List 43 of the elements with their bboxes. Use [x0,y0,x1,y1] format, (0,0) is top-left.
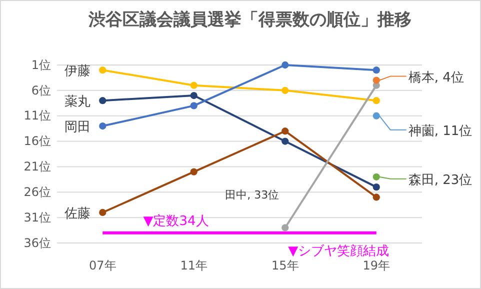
y-tick-label: 26位 [24,184,51,199]
point [99,97,106,104]
y-tick-label: 11位 [24,108,51,123]
point [99,66,106,74]
point [99,208,106,216]
point [190,82,198,89]
y-tick-label: 31位 [24,210,51,224]
y-tick-label: 16位 [24,134,51,148]
y-tick-label: 1位 [31,58,51,72]
series-label: 伊藤 [64,64,91,80]
series-label: 岡田 [64,120,91,136]
x-tick-label: 19年 [362,258,390,273]
series-label: 佐藤 [64,206,91,222]
y-tick-label: 6位 [31,83,51,98]
ref-line-label: ▼定数34人 [143,214,209,229]
series-label: 薬丸 [64,94,91,110]
series-label: 田中, 33位 [225,188,280,202]
y-tick-label: 36位 [24,236,51,250]
point [282,224,289,232]
point [372,66,380,74]
y-tick-label: 21位 [24,160,51,174]
point [372,76,380,84]
x-tick-label: 11年 [180,258,208,273]
point [372,97,380,104]
x-tick-label: 15年 [271,258,299,273]
point [190,168,198,176]
text: ▼シブヤ笑顔結成 [288,244,390,259]
point [372,183,380,191]
point [190,102,198,110]
point [282,138,289,145]
point [99,122,106,130]
point [372,194,380,201]
point [282,86,289,94]
point [282,128,289,135]
legend-label: 神薗, 11位 [408,124,472,139]
point [372,112,380,120]
point [372,173,380,180]
legend-label: 橋本, 4位 [408,70,464,86]
point [282,61,289,69]
x-tick-label: 07年 [88,258,116,273]
point [190,92,198,100]
chart-title: 渋谷区議会議員選挙「得票数の順位」推移 [88,10,412,30]
legend-label: 森田, 23位 [408,172,472,188]
